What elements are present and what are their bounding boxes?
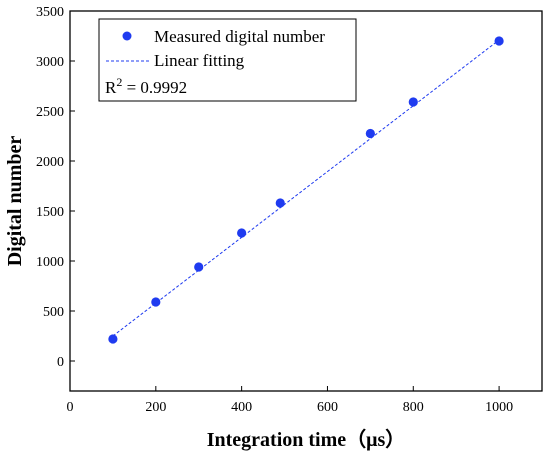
r-squared-prefix: R bbox=[105, 78, 117, 97]
r-squared-value: = 0.9992 bbox=[122, 78, 187, 97]
legend-label-measured: Measured digital number bbox=[154, 27, 325, 46]
r-squared-annotation: R2 = 0.9992 bbox=[105, 75, 187, 97]
data-point bbox=[408, 97, 418, 107]
data-point bbox=[494, 36, 504, 46]
y-tick-label: 2000 bbox=[36, 155, 64, 170]
y-axis-title: Digital number bbox=[4, 136, 26, 267]
data-point bbox=[237, 228, 247, 238]
y-tick-label: 0 bbox=[57, 355, 64, 370]
x-tick-label: 0 bbox=[67, 400, 74, 415]
x-tick-label: 1000 bbox=[485, 400, 513, 415]
y-tick-label: 3000 bbox=[36, 55, 64, 70]
x-tick-label: 800 bbox=[403, 400, 424, 415]
x-tick-label: 400 bbox=[231, 400, 252, 415]
x-tick-label: 200 bbox=[145, 400, 166, 415]
y-tick-label: 1000 bbox=[36, 255, 64, 270]
y-axis-ticks: 0 500 1000 1500 2000 2500 3000 3500 bbox=[36, 5, 75, 370]
data-point bbox=[151, 297, 161, 307]
data-point bbox=[365, 128, 375, 139]
x-axis-ticks: 0 200 400 600 800 1000 bbox=[67, 386, 513, 415]
data-point bbox=[108, 334, 118, 344]
legend-box bbox=[98, 18, 357, 102]
legend-label-fitting: Linear fitting bbox=[154, 51, 245, 70]
data-point bbox=[275, 198, 285, 208]
y-tick-label: 2500 bbox=[36, 105, 64, 120]
plot-frame bbox=[69, 10, 543, 392]
y-tick-label: 1500 bbox=[36, 205, 64, 220]
y-tick-label: 500 bbox=[43, 305, 64, 320]
y-tick-label: 3500 bbox=[36, 5, 64, 20]
x-axis-title: Integration time（μs） bbox=[207, 428, 406, 451]
data-point bbox=[194, 262, 204, 272]
legend: Measured digital number Linear fitting R… bbox=[98, 18, 357, 102]
x-tick-label: 600 bbox=[317, 400, 338, 415]
plot-area bbox=[108, 36, 504, 344]
legend-marker-measured bbox=[122, 31, 132, 41]
r-squared-superscript: 2 bbox=[116, 75, 122, 89]
fit-line bbox=[112, 39, 500, 337]
